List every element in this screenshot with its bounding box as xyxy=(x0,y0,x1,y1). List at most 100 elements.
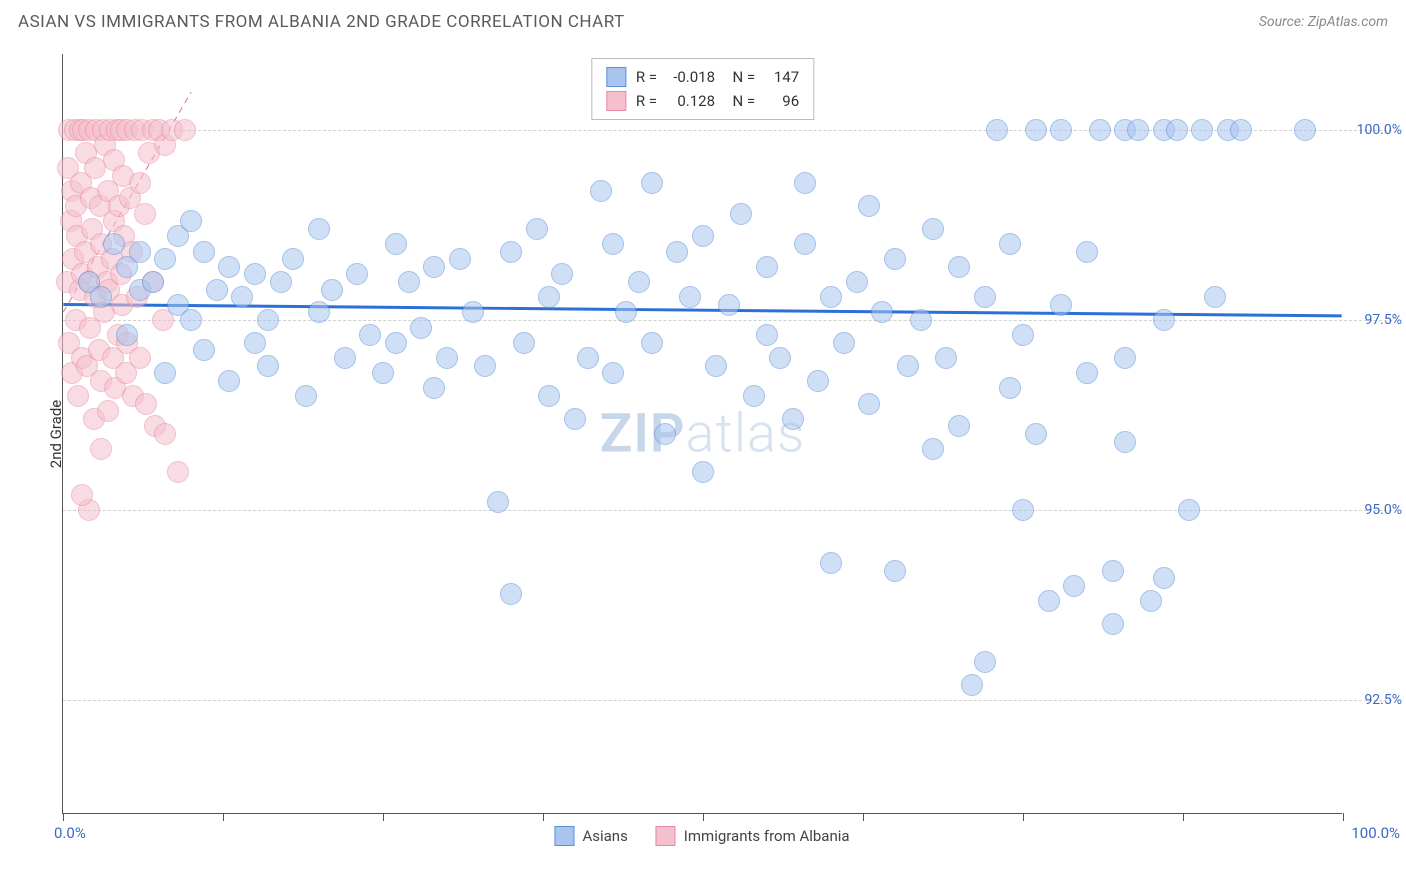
scatter-point xyxy=(103,233,125,255)
scatter-point xyxy=(142,271,164,293)
scatter-point xyxy=(641,172,663,194)
scatter-point xyxy=(705,355,727,377)
scatter-point xyxy=(1089,119,1111,141)
scatter-point xyxy=(846,271,868,293)
scatter-point xyxy=(487,491,509,513)
y-tick-label: 95.0% xyxy=(1364,502,1402,518)
scatter-point xyxy=(577,347,599,369)
scatter-point xyxy=(154,423,176,445)
x-label-min: 0.0% xyxy=(54,824,86,842)
scatter-point xyxy=(423,377,445,399)
scatter-point xyxy=(999,377,1021,399)
scatter-point xyxy=(1191,119,1213,141)
scatter-point xyxy=(423,256,445,278)
scatter-point xyxy=(794,172,816,194)
scatter-point xyxy=(1050,119,1072,141)
scatter-point xyxy=(1076,241,1098,263)
scatter-point xyxy=(129,347,151,369)
scatter-point xyxy=(730,203,752,225)
legend-item: Immigrants from Albania xyxy=(656,826,850,846)
plot-container: 2nd Grade ZIPatlas R = -0.018 N = 147 R … xyxy=(62,54,1342,814)
source-label: Source: ZipAtlas.com xyxy=(1259,14,1388,30)
scatter-point xyxy=(218,256,240,278)
x-tick xyxy=(543,813,544,821)
scatter-point xyxy=(90,438,112,460)
scatter-point xyxy=(129,172,151,194)
scatter-point xyxy=(436,347,458,369)
scatter-point xyxy=(474,355,496,377)
scatter-point xyxy=(628,271,650,293)
scatter-point xyxy=(654,423,676,445)
scatter-point xyxy=(1230,119,1252,141)
scatter-point xyxy=(769,347,791,369)
scatter-point xyxy=(308,218,330,240)
scatter-point xyxy=(564,408,586,430)
scatter-point xyxy=(257,355,279,377)
scatter-point xyxy=(372,362,394,384)
scatter-point xyxy=(1076,362,1098,384)
scatter-point xyxy=(948,415,970,437)
scatter-point xyxy=(756,256,778,278)
legend-item: Asians xyxy=(554,826,627,846)
scatter-point xyxy=(97,400,119,422)
y-tick-label: 92.5% xyxy=(1364,692,1402,708)
scatter-point xyxy=(884,248,906,270)
y-tick-label: 97.5% xyxy=(1364,312,1402,328)
scatter-point xyxy=(167,461,189,483)
scatter-point xyxy=(174,119,196,141)
scatter-point xyxy=(590,180,612,202)
scatter-point xyxy=(910,309,932,331)
grid-line xyxy=(63,700,1392,701)
swatch-asians xyxy=(606,67,626,87)
scatter-point xyxy=(398,271,420,293)
scatter-point xyxy=(718,294,740,316)
scatter-point xyxy=(513,332,535,354)
scatter-point xyxy=(1050,294,1072,316)
scatter-point xyxy=(1012,324,1034,346)
scatter-point xyxy=(385,332,407,354)
scatter-point xyxy=(1178,499,1200,521)
scatter-point xyxy=(308,301,330,323)
scatter-point xyxy=(334,347,356,369)
scatter-point xyxy=(270,271,292,293)
scatter-point xyxy=(321,279,343,301)
scatter-point xyxy=(692,225,714,247)
scatter-point xyxy=(833,332,855,354)
scatter-point xyxy=(295,385,317,407)
scatter-point xyxy=(462,301,484,323)
scatter-point xyxy=(500,241,522,263)
legend-bottom: Asians Immigrants from Albania xyxy=(554,826,849,846)
scatter-point xyxy=(1025,423,1047,445)
scatter-point xyxy=(244,332,266,354)
scatter-point xyxy=(602,362,624,384)
scatter-point xyxy=(551,263,573,285)
scatter-point xyxy=(193,339,215,361)
scatter-point xyxy=(807,370,829,392)
watermark: ZIPatlas xyxy=(600,402,806,465)
scatter-point xyxy=(922,218,944,240)
scatter-point xyxy=(922,438,944,460)
legend-row-asians: R = -0.018 N = 147 xyxy=(606,65,799,89)
scatter-point xyxy=(410,317,432,339)
scatter-point xyxy=(1114,347,1136,369)
legend-swatch xyxy=(656,826,676,846)
x-tick xyxy=(863,813,864,821)
scatter-point xyxy=(641,332,663,354)
scatter-point xyxy=(782,408,804,430)
scatter-point xyxy=(897,355,919,377)
legend-row-albania: R = 0.128 N = 96 xyxy=(606,89,799,113)
x-tick xyxy=(63,813,64,821)
legend-label: Immigrants from Albania xyxy=(684,827,850,845)
scatter-point xyxy=(974,286,996,308)
scatter-point xyxy=(180,309,202,331)
scatter-point xyxy=(218,370,240,392)
x-tick xyxy=(223,813,224,821)
legend-swatch xyxy=(554,826,574,846)
scatter-point xyxy=(820,286,842,308)
scatter-point xyxy=(935,347,957,369)
scatter-point xyxy=(116,324,138,346)
scatter-point xyxy=(244,263,266,285)
scatter-point xyxy=(858,393,880,415)
scatter-point xyxy=(206,279,228,301)
legend-top: R = -0.018 N = 147 R = 0.128 N = 96 xyxy=(591,58,814,120)
